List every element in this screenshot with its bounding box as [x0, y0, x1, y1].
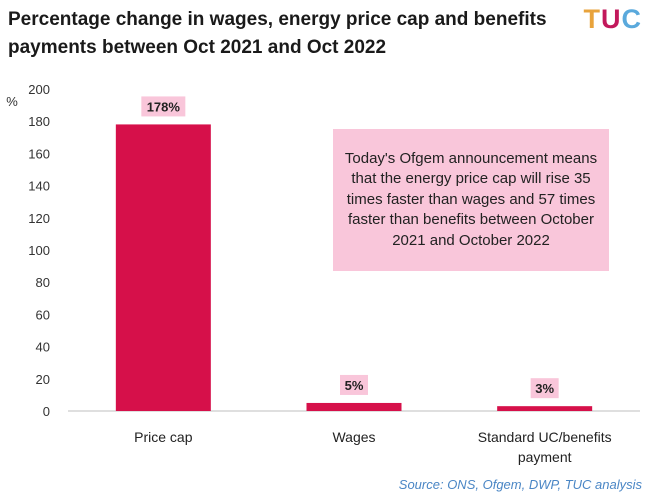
y-axis-label: % — [6, 94, 18, 109]
y-tick-label: 160 — [28, 146, 50, 161]
tuc-logo: TUC — [584, 4, 643, 35]
y-tick-label: 200 — [28, 82, 50, 97]
y-tick-label: 100 — [28, 243, 50, 258]
bar — [497, 406, 593, 411]
x-tick-label: Standard UC/benefits — [478, 429, 612, 445]
y-tick-label: 140 — [28, 179, 50, 194]
chart-title: Percentage change in wages, energy price… — [8, 9, 547, 58]
logo-letter-u: U — [601, 4, 622, 34]
source-note: Source: ONS, Ofgem, DWP, TUC analysis — [398, 477, 642, 492]
y-tick-label: 40 — [36, 340, 50, 355]
logo-letter-t: T — [583, 4, 601, 34]
annotation-box: Today's Ofgem announcement means that th… — [333, 129, 609, 271]
y-tick-label: 80 — [36, 275, 50, 290]
y-tick-label: 20 — [36, 372, 50, 387]
data-label-bg — [530, 378, 559, 399]
x-tick-label: Wages — [332, 429, 375, 445]
data-label-bg — [141, 96, 186, 117]
data-label: 3% — [535, 381, 554, 396]
logo-letter-c: C — [621, 4, 642, 34]
data-label-bg — [340, 374, 368, 395]
data-label: 5% — [345, 378, 364, 393]
y-tick-label: 60 — [36, 307, 50, 322]
x-tick-label: payment — [518, 449, 572, 465]
bar — [115, 124, 211, 412]
bar — [306, 402, 402, 411]
x-tick-label: Price cap — [134, 429, 193, 445]
data-label: 178% — [147, 99, 181, 114]
y-tick-label: 120 — [28, 211, 50, 226]
y-tick-label: 0 — [43, 404, 50, 419]
y-tick-label: 180 — [28, 114, 50, 129]
